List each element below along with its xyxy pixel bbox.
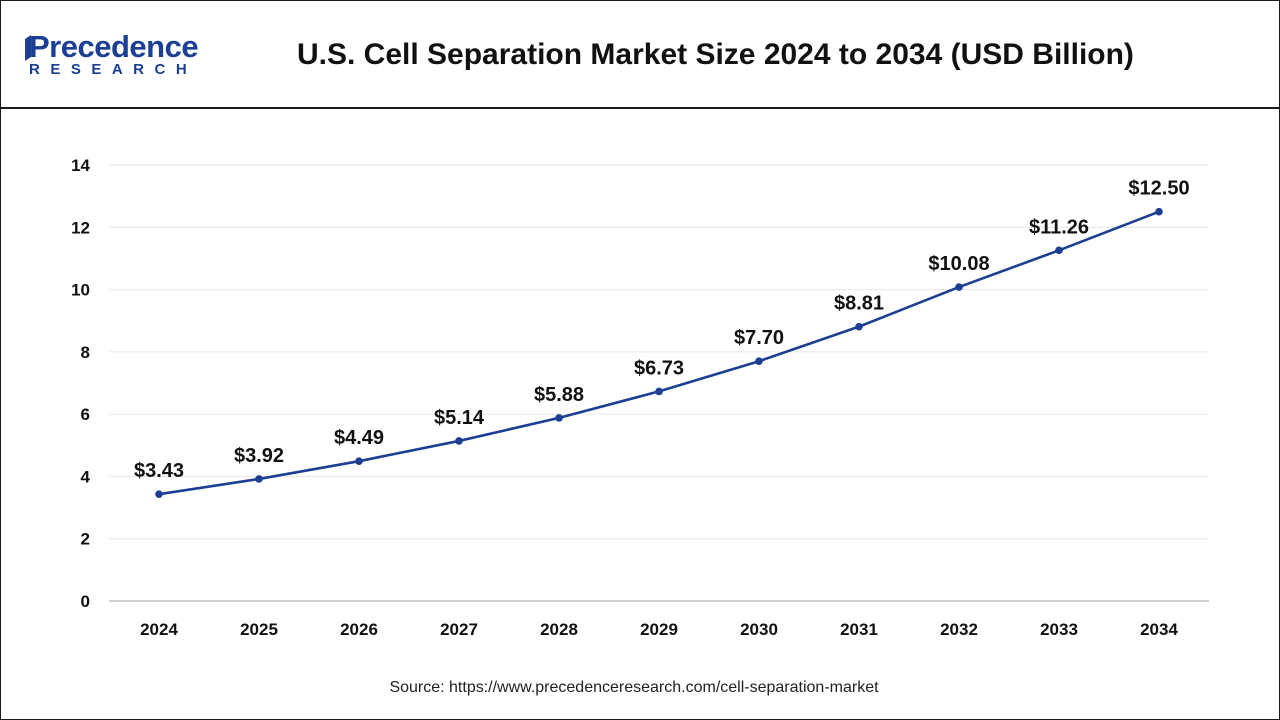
data-label: $5.88 xyxy=(534,384,584,406)
x-tick-label: 2027 xyxy=(440,620,478,639)
logo-subtitle: RESEARCH xyxy=(29,61,198,78)
x-tick-label: 2030 xyxy=(740,620,778,639)
data-point xyxy=(855,322,863,331)
data-point xyxy=(455,437,463,445)
data-point xyxy=(355,457,363,465)
y-tick-label: 2 xyxy=(81,530,90,549)
logo-wordmark: Precedence xyxy=(29,29,199,64)
data-point xyxy=(955,283,963,291)
data-label: $5.14 xyxy=(434,407,485,429)
series-line xyxy=(158,210,1160,496)
chart-title: U.S. Cell Separation Market Size 2024 to… xyxy=(297,38,1134,71)
data-point xyxy=(555,414,563,422)
y-tick-label: 8 xyxy=(81,343,90,362)
y-tick-label: 10 xyxy=(71,281,90,300)
data-point xyxy=(155,490,163,498)
y-tick-label: 0 xyxy=(81,592,90,611)
source-note: Source: https://www.precedenceresearch.c… xyxy=(389,679,879,696)
data-point xyxy=(655,387,663,396)
logo-mark-icon xyxy=(25,35,31,61)
data-label: $4.49 xyxy=(334,427,384,449)
logo: Precedence RESEARCH xyxy=(23,27,223,83)
x-tick-label: 2028 xyxy=(540,620,578,639)
data-label: $11.26 xyxy=(1029,216,1089,238)
data-label: $12.50 xyxy=(1128,178,1189,200)
data-point xyxy=(1055,246,1063,255)
x-tick-label: 2029 xyxy=(640,620,678,639)
x-tick-label: 2032 xyxy=(940,620,978,639)
x-tick-label: 2024 xyxy=(140,620,178,639)
data-label: $6.73 xyxy=(634,357,684,379)
data-point xyxy=(1155,207,1163,216)
data-label: $8.81 xyxy=(834,293,884,315)
x-tick-label: 2026 xyxy=(340,620,378,639)
y-tick-label: 12 xyxy=(71,218,90,237)
header: Precedence RESEARCH U.S. Cell Separation… xyxy=(1,1,1279,109)
x-tick-label: 2025 xyxy=(240,620,278,639)
y-tick-label: 6 xyxy=(81,405,90,424)
data-label: $7.70 xyxy=(734,327,784,349)
data-label: $3.92 xyxy=(234,445,284,467)
x-tick-label: 2034 xyxy=(1140,620,1178,639)
x-tick-label: 2033 xyxy=(1040,620,1078,639)
x-tick-label: 2031 xyxy=(840,620,878,639)
data-label: $10.08 xyxy=(928,253,989,275)
y-tick-label: 4 xyxy=(81,467,91,486)
data-point xyxy=(755,357,763,366)
data-label: $3.43 xyxy=(134,460,184,482)
y-tick-label: 14 xyxy=(71,156,90,175)
data-point xyxy=(255,475,263,483)
